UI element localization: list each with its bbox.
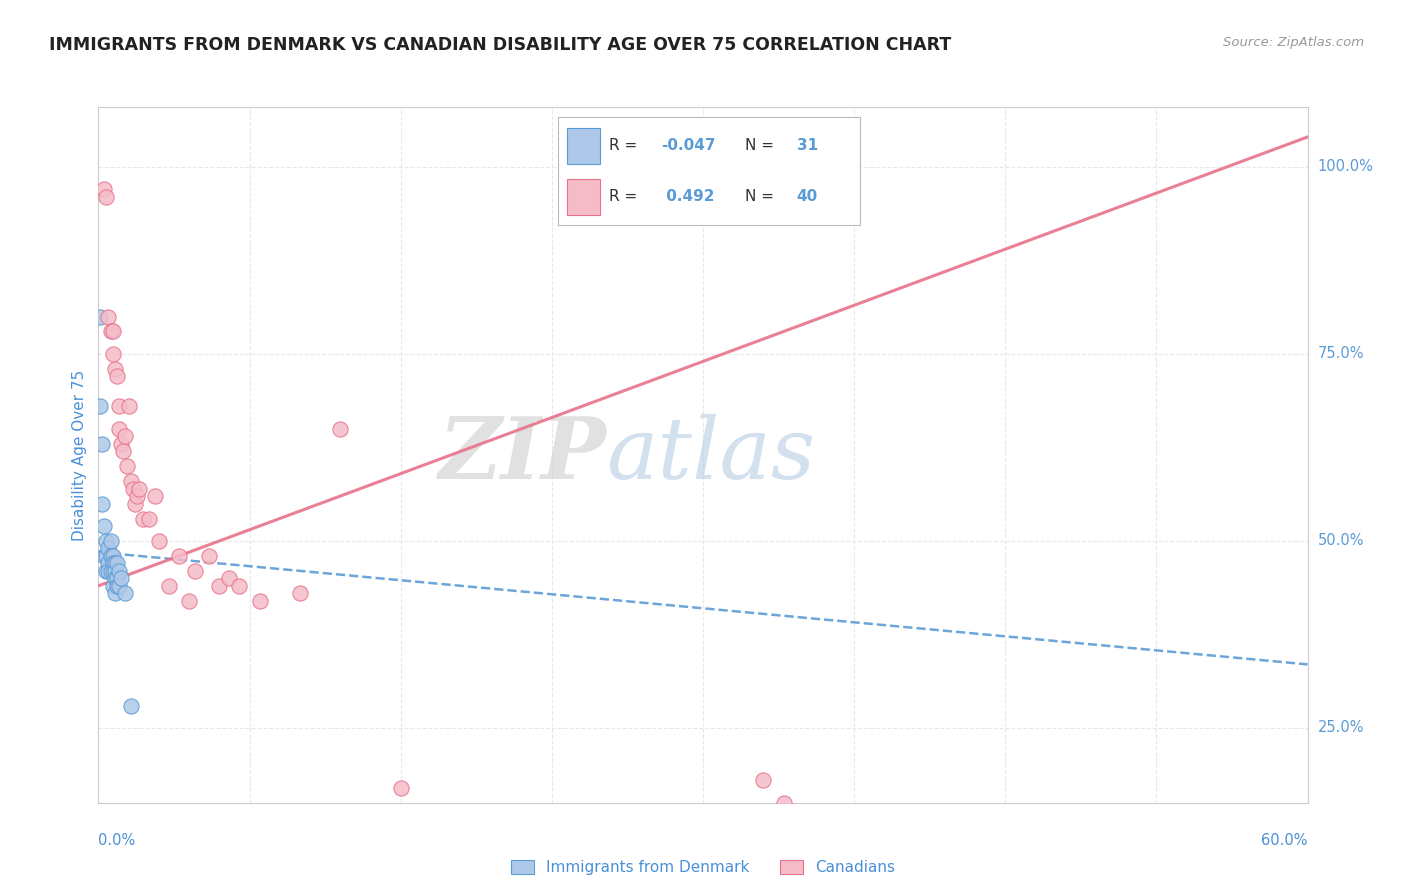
Text: Source: ZipAtlas.com: Source: ZipAtlas.com xyxy=(1223,36,1364,49)
Point xyxy=(110,571,132,585)
Point xyxy=(105,571,128,585)
Point xyxy=(114,429,136,443)
Point xyxy=(96,190,118,204)
Point xyxy=(96,533,118,548)
Text: ZIP: ZIP xyxy=(439,413,606,497)
Point xyxy=(138,511,160,525)
Point xyxy=(118,399,141,413)
Point xyxy=(100,325,122,339)
Point xyxy=(103,571,125,585)
Text: 100.0%: 100.0% xyxy=(1317,160,1374,175)
Point xyxy=(148,533,170,548)
Point xyxy=(132,511,155,525)
Point xyxy=(101,549,124,563)
Point xyxy=(100,533,122,548)
Point xyxy=(198,549,221,563)
Point xyxy=(97,557,120,571)
Point xyxy=(103,557,125,571)
Point xyxy=(120,474,142,488)
Point xyxy=(143,489,166,503)
Point xyxy=(177,594,201,608)
Point xyxy=(93,519,115,533)
Point xyxy=(115,459,138,474)
Y-axis label: Disability Age Over 75: Disability Age Over 75 xyxy=(72,369,87,541)
Point xyxy=(128,482,150,496)
Point xyxy=(772,796,794,810)
Legend: Immigrants from Denmark, Canadians: Immigrants from Denmark, Canadians xyxy=(510,861,896,875)
Point xyxy=(89,310,111,324)
Point xyxy=(93,549,115,563)
Point xyxy=(103,586,125,600)
Point xyxy=(389,780,412,795)
Point xyxy=(89,399,111,413)
Point xyxy=(167,549,190,563)
Point xyxy=(288,586,311,600)
Point xyxy=(107,422,129,436)
Text: IMMIGRANTS FROM DENMARK VS CANADIAN DISABILITY AGE OVER 75 CORRELATION CHART: IMMIGRANTS FROM DENMARK VS CANADIAN DISA… xyxy=(49,36,952,54)
Point xyxy=(121,482,143,496)
Point xyxy=(97,310,120,324)
Point xyxy=(120,698,142,713)
Point xyxy=(91,497,114,511)
Point xyxy=(101,557,124,571)
Point xyxy=(105,557,128,571)
Text: 60.0%: 60.0% xyxy=(1261,833,1308,847)
Point xyxy=(249,594,271,608)
Point xyxy=(733,190,755,204)
Point xyxy=(107,399,129,413)
Point xyxy=(96,549,118,563)
Point xyxy=(100,564,122,578)
Point xyxy=(101,347,124,361)
Point xyxy=(103,564,125,578)
Point xyxy=(184,564,207,578)
Point xyxy=(157,579,180,593)
Point xyxy=(91,436,114,450)
Point xyxy=(105,579,128,593)
Point xyxy=(218,571,240,585)
Point xyxy=(93,182,115,196)
Point xyxy=(107,564,129,578)
Point xyxy=(105,369,128,384)
Point xyxy=(125,489,148,503)
Point xyxy=(329,422,352,436)
Text: 50.0%: 50.0% xyxy=(1317,533,1364,549)
Point xyxy=(110,436,132,450)
Text: atlas: atlas xyxy=(606,414,815,496)
Text: 25.0%: 25.0% xyxy=(1317,721,1364,736)
Point xyxy=(100,549,122,563)
Point xyxy=(96,564,118,578)
Point xyxy=(208,579,231,593)
Point xyxy=(124,497,146,511)
Point xyxy=(97,541,120,556)
Point xyxy=(101,579,124,593)
Point xyxy=(101,564,124,578)
Point xyxy=(111,444,134,458)
Text: 75.0%: 75.0% xyxy=(1317,346,1364,361)
Text: 0.0%: 0.0% xyxy=(98,833,135,847)
Point xyxy=(101,325,124,339)
Point xyxy=(97,564,120,578)
Point xyxy=(107,579,129,593)
Point xyxy=(114,586,136,600)
Point xyxy=(228,579,250,593)
Point xyxy=(752,773,775,788)
Point xyxy=(103,362,125,376)
Point xyxy=(711,182,734,196)
